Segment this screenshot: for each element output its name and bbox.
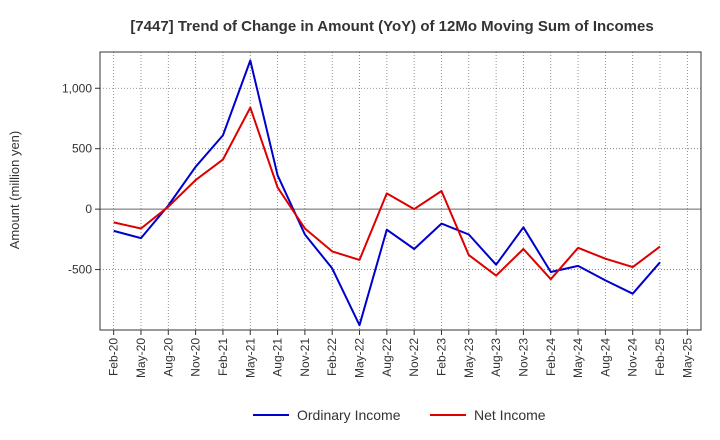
x-tick-label: Nov-20	[189, 338, 203, 377]
series-lines	[113, 59, 661, 327]
x-tick-label: Feb-20	[107, 338, 121, 376]
y-axis-label: Amount (million yen)	[7, 131, 22, 250]
y-tick-labels: -500 0 500 1,000	[62, 81, 100, 277]
chart-title: [7447] Trend of Change in Amount (YoY) o…	[130, 18, 653, 35]
legend-label: Ordinary Income	[297, 407, 401, 423]
x-tick-label: May-23	[462, 338, 476, 378]
x-tick-label: May-25	[680, 338, 694, 378]
y-tick-label: 500	[72, 142, 92, 156]
x-tick-label: Aug-22	[380, 338, 394, 377]
legend-label: Net Income	[474, 407, 546, 423]
x-tick-label: Aug-20	[161, 338, 175, 377]
series-line-ordinary-income	[113, 59, 661, 327]
x-tick-label: Feb-24	[544, 338, 558, 376]
y-tick-label: 0	[85, 202, 92, 216]
y-tick-label: 1,000	[62, 81, 92, 95]
x-tick-label: Nov-24	[626, 338, 640, 377]
x-tick-label: Nov-22	[407, 338, 421, 377]
x-tick-label: May-20	[134, 338, 148, 378]
x-tick-label: Aug-24	[598, 338, 612, 377]
x-tick-label: Feb-23	[434, 338, 448, 376]
x-tick-label: Aug-23	[489, 338, 503, 377]
x-tick-label: Feb-21	[216, 338, 230, 376]
x-tick-label: May-22	[353, 338, 367, 378]
x-tick-label: Nov-21	[298, 338, 312, 377]
series-line-net-income	[113, 106, 661, 281]
x-tick-label: Feb-25	[653, 338, 667, 376]
y-tick-label: -500	[68, 263, 92, 277]
legend: Ordinary Income Net Income	[253, 407, 546, 423]
gridlines	[100, 52, 701, 330]
x-tick-labels: Feb-20 May-20 Aug-20 Nov-20 Feb-21 May-21 Aug-…	[107, 330, 694, 378]
x-tick-label: May-21	[243, 338, 257, 378]
x-tick-label: Feb-22	[325, 338, 339, 376]
x-tick-label: May-24	[571, 338, 585, 378]
plot-area-frame	[99, 51, 702, 331]
x-tick-label: Nov-23	[516, 338, 530, 377]
x-tick-label: Aug-21	[271, 338, 285, 377]
